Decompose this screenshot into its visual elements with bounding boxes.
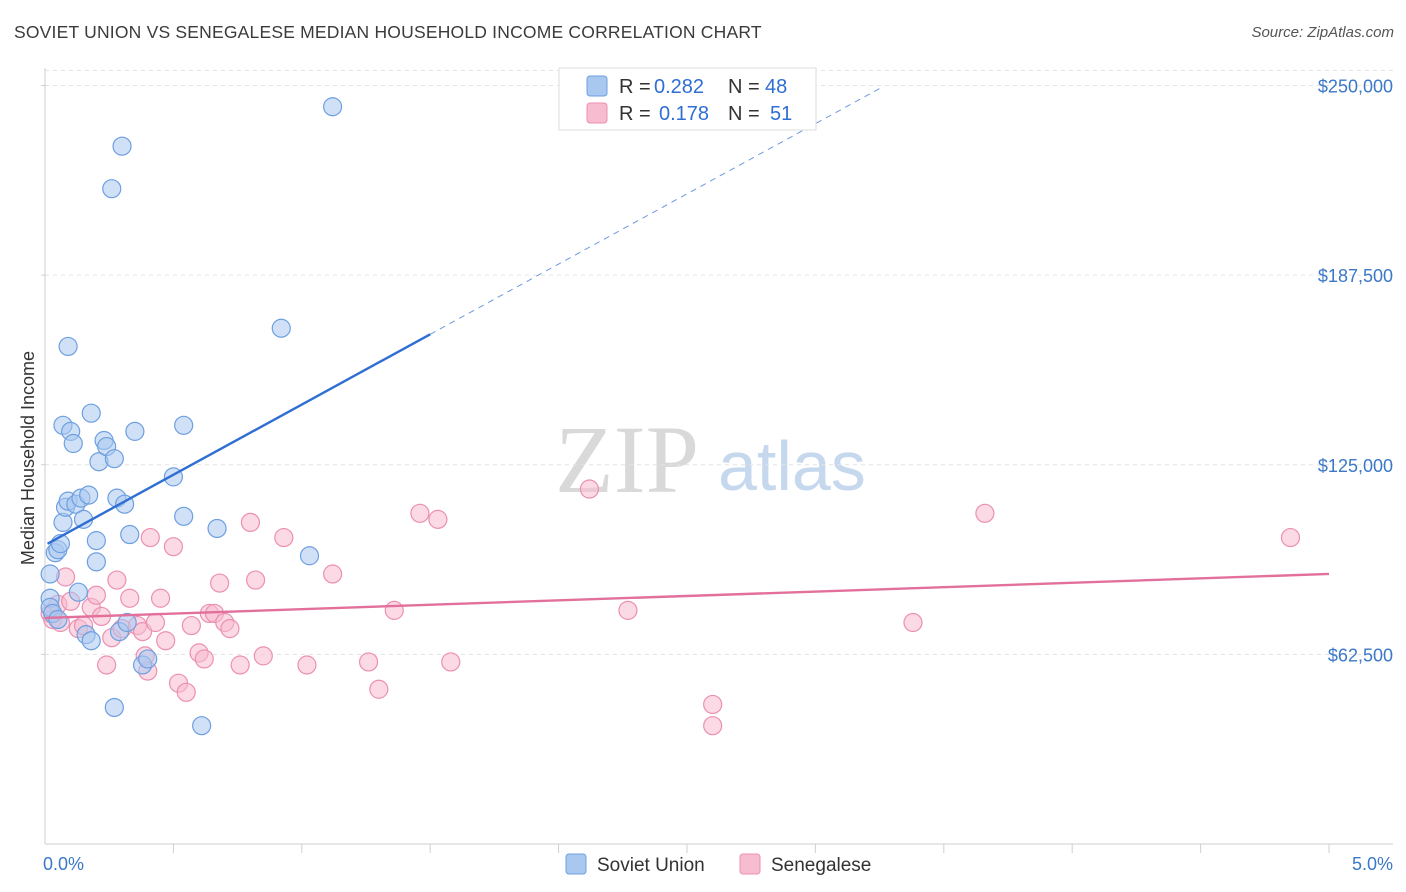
series-legend: Soviet Union Senegalese bbox=[565, 853, 871, 876]
data-points bbox=[40, 97, 1301, 736]
point-soviet-19 bbox=[79, 485, 99, 505]
point-soviet-27 bbox=[102, 179, 122, 199]
point-senegalese-50 bbox=[703, 716, 723, 736]
point-senegalese-27 bbox=[181, 615, 201, 636]
point-senegalese-54 bbox=[1280, 527, 1301, 548]
chart-title: SOVIET UNION VS SENEGALESE MEDIAN HOUSEH… bbox=[14, 22, 762, 42]
legend-senegalese-r-label: R = bbox=[619, 103, 651, 125]
point-soviet-32 bbox=[112, 136, 132, 156]
y-tick-label-2: $187,500 bbox=[1318, 266, 1393, 286]
point-senegalese-45 bbox=[410, 503, 430, 523]
point-senegalese-32 bbox=[210, 573, 230, 593]
point-soviet-44 bbox=[271, 318, 291, 338]
point-senegalese-21 bbox=[145, 612, 166, 633]
bottom-legend-senegalese: Senegalese bbox=[771, 855, 871, 876]
point-soviet-47 bbox=[48, 609, 68, 630]
point-soviet-11 bbox=[58, 336, 78, 357]
watermark-atlas: atlas bbox=[718, 427, 866, 505]
point-senegalese-52 bbox=[903, 612, 923, 633]
chart-source: Source: ZipAtlas.com bbox=[1251, 24, 1394, 41]
point-soviet-15 bbox=[68, 582, 88, 602]
trend-line-soviet bbox=[46, 333, 431, 545]
bottom-legend-swatch-senegalese bbox=[739, 853, 761, 875]
y-tick-label-0: $62,500 bbox=[1328, 645, 1393, 665]
point-senegalese-38 bbox=[253, 646, 273, 666]
axes bbox=[44, 68, 1393, 845]
x-tick-label-1: 5.0% bbox=[1352, 854, 1393, 874]
point-senegalese-46 bbox=[428, 509, 448, 529]
grid-lines bbox=[41, 69, 1393, 853]
legend-soviet-n-value: 48 bbox=[765, 76, 787, 98]
point-senegalese-20 bbox=[140, 527, 160, 548]
watermark-zip: ZIP bbox=[555, 406, 699, 513]
point-soviet-45 bbox=[299, 546, 320, 566]
point-senegalese-35 bbox=[230, 655, 250, 675]
point-soviet-22 bbox=[86, 552, 106, 572]
point-senegalese-43 bbox=[369, 679, 389, 699]
point-soviet-46 bbox=[323, 97, 343, 117]
point-soviet-20 bbox=[81, 631, 101, 651]
legend-swatch-soviet bbox=[586, 75, 608, 97]
point-soviet-21 bbox=[81, 403, 101, 423]
point-soviet-43 bbox=[207, 518, 227, 539]
point-senegalese-23 bbox=[156, 631, 176, 651]
point-senegalese-24 bbox=[163, 537, 183, 557]
point-soviet-13 bbox=[63, 433, 83, 454]
point-soviet-23 bbox=[86, 531, 106, 551]
legend-soviet-n-label: N = bbox=[728, 76, 760, 98]
point-soviet-41 bbox=[174, 415, 194, 435]
point-senegalese-29 bbox=[194, 649, 214, 669]
y-axis-label: Median Household Income bbox=[18, 351, 38, 565]
x-tick-labels: 0.0% 5.0% bbox=[43, 854, 1393, 874]
point-senegalese-47 bbox=[441, 652, 461, 672]
legend-senegalese-r-value: 0.178 bbox=[659, 103, 709, 125]
point-soviet-36 bbox=[125, 421, 145, 441]
y-tick-label-1: $125,000 bbox=[1318, 456, 1393, 476]
point-senegalese-51 bbox=[703, 694, 723, 715]
trend-lines bbox=[44, 88, 1330, 620]
trend-line-senegalese bbox=[44, 572, 1330, 620]
bottom-legend-swatch-soviet bbox=[565, 853, 587, 875]
point-senegalese-37 bbox=[245, 570, 266, 590]
point-senegalese-42 bbox=[358, 652, 379, 672]
x-tick-label-0: 0.0% bbox=[43, 854, 84, 874]
point-senegalese-49 bbox=[618, 600, 638, 620]
point-senegalese-11 bbox=[97, 655, 117, 675]
point-senegalese-9 bbox=[86, 585, 106, 605]
legend-senegalese-n-value: 51 bbox=[770, 103, 792, 125]
point-senegalese-26 bbox=[176, 682, 196, 702]
point-soviet-34 bbox=[117, 612, 137, 633]
point-senegalese-15 bbox=[120, 588, 140, 608]
point-senegalese-41 bbox=[323, 564, 343, 584]
legend-soviet-r-label: R = bbox=[619, 76, 651, 98]
point-soviet-3 bbox=[40, 564, 60, 584]
correlation-legend: R = 0.282 N = 48 R = 0.178 N = 51 bbox=[558, 67, 817, 131]
point-senegalese-44 bbox=[384, 600, 404, 620]
point-soviet-35 bbox=[120, 524, 140, 545]
point-senegalese-53 bbox=[975, 503, 995, 523]
point-senegalese-39 bbox=[274, 527, 294, 548]
point-senegalese-4 bbox=[55, 567, 76, 587]
point-senegalese-48 bbox=[579, 479, 600, 499]
y-tick-label-3: $250,000 bbox=[1318, 77, 1393, 97]
point-senegalese-22 bbox=[150, 588, 171, 608]
legend-soviet-r-value: 0.282 bbox=[654, 76, 704, 98]
point-senegalese-40 bbox=[297, 655, 317, 675]
point-soviet-28 bbox=[104, 449, 124, 469]
point-senegalese-13 bbox=[107, 570, 127, 590]
legend-swatch-senegalese bbox=[586, 102, 608, 124]
point-senegalese-36 bbox=[240, 512, 261, 533]
point-senegalese-34 bbox=[220, 618, 240, 639]
point-soviet-29 bbox=[104, 697, 124, 718]
point-soviet-40 bbox=[174, 506, 194, 526]
point-soviet-42 bbox=[192, 716, 212, 736]
bottom-legend-soviet: Soviet Union bbox=[597, 855, 705, 876]
y-tick-labels: $62,500 $125,000 $187,500 $250,000 bbox=[1318, 77, 1393, 666]
legend-senegalese-n-label: N = bbox=[728, 103, 760, 125]
trend-line-extension-soviet bbox=[429, 88, 880, 335]
point-soviet-38 bbox=[138, 649, 158, 669]
